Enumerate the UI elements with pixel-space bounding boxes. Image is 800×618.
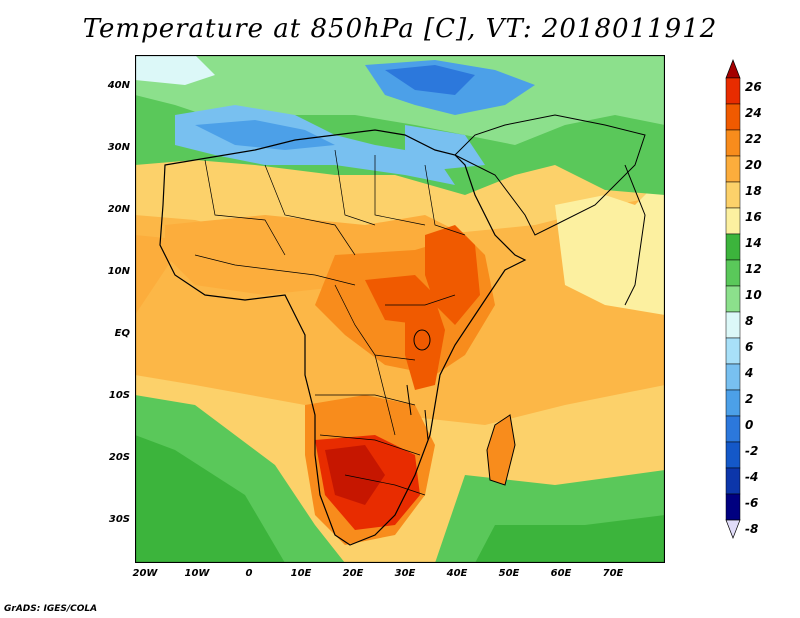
africa-coastline xyxy=(159,129,527,546)
lon-label: 70E xyxy=(602,568,624,579)
madagascar xyxy=(487,415,515,485)
lat-label: 20S xyxy=(108,452,130,463)
country-borders xyxy=(194,149,466,496)
lake-victoria xyxy=(413,329,431,351)
lat-label: EQ xyxy=(114,328,130,339)
colorbar xyxy=(725,59,741,539)
lat-label: 10S xyxy=(108,390,130,401)
lon-label: 20W xyxy=(132,568,158,579)
lon-label: 10E xyxy=(290,568,312,579)
colorbar-label: 0 xyxy=(745,418,754,432)
lon-label: 10W xyxy=(184,568,210,579)
colorbar-segment xyxy=(725,259,741,287)
mediterranean-blue-dark xyxy=(385,65,475,95)
india-coast xyxy=(624,164,646,306)
colorbar-segment xyxy=(725,311,741,339)
colorbar-label: 8 xyxy=(745,314,754,328)
south-indian-green-dark xyxy=(475,515,665,563)
lon-label: 0 xyxy=(245,568,253,579)
colorbar-segment xyxy=(725,285,741,313)
sahara-blue-dark xyxy=(195,120,335,150)
south-atlantic-green-dark xyxy=(135,435,285,563)
footer-credit: GrADS: IGES/COLA xyxy=(4,604,98,614)
map-frame xyxy=(134,54,666,564)
lon-label: 20E xyxy=(342,568,364,579)
lat-label: 30S xyxy=(108,514,130,525)
colorbar-segment xyxy=(725,467,741,495)
colorbar-bottom-arrow xyxy=(725,519,741,539)
colorbar-top-arrow xyxy=(725,59,741,79)
colorbar-label: -8 xyxy=(745,522,759,536)
colorbar-label: -2 xyxy=(745,444,759,458)
colorbar-label: 18 xyxy=(745,184,762,198)
colorbar-segment xyxy=(725,337,741,365)
lat-label: 40N xyxy=(107,80,130,91)
chart-title: Temperature at 850hPa [C], VT: 201801191… xyxy=(82,14,718,44)
lat-label: 20N xyxy=(107,204,130,215)
colorbar-label: 14 xyxy=(745,236,762,250)
colorbar-segment xyxy=(725,155,741,183)
colorbar-segment xyxy=(725,389,741,417)
madagascar-outline xyxy=(486,414,516,486)
colorbar-segment xyxy=(725,441,741,469)
ethiopia-red xyxy=(425,225,480,325)
colorbar-label: 10 xyxy=(745,288,762,302)
colorbar-label: 22 xyxy=(745,132,762,146)
colorbar-segment xyxy=(725,415,741,443)
colorbar-label: 20 xyxy=(745,158,762,172)
egypt-blue xyxy=(405,125,485,170)
colorbar-label: 6 xyxy=(745,340,754,354)
lon-label: 60E xyxy=(550,568,572,579)
colorbar-segment xyxy=(725,77,741,105)
colorbar-label: -4 xyxy=(745,470,759,484)
lake-region-red xyxy=(405,300,445,390)
colorbar-segment xyxy=(725,233,741,261)
lake-malawi xyxy=(424,409,429,441)
lon-label: 50E xyxy=(498,568,520,579)
kalahari-hot xyxy=(325,445,385,505)
colorbar-label: 24 xyxy=(745,106,762,120)
colorbar-segment xyxy=(725,363,741,391)
lon-label: 40E xyxy=(446,568,468,579)
colorbar-label: 26 xyxy=(745,80,762,94)
colorbar-segment xyxy=(725,129,741,157)
colorbar-segment xyxy=(725,103,741,131)
colorbar-label: 12 xyxy=(745,262,762,276)
colorbar-label: 2 xyxy=(745,392,754,406)
colorbar-segment xyxy=(725,181,741,209)
arabia-outline xyxy=(454,114,646,236)
lon-label: 30E xyxy=(394,568,416,579)
map-svg xyxy=(134,54,666,564)
temperature-map xyxy=(134,54,666,564)
colorbar-segment xyxy=(725,207,741,235)
arabian-sea xyxy=(555,175,665,315)
lat-label: 10N xyxy=(107,266,130,277)
lake-tanganyika xyxy=(406,384,412,416)
colorbar-label: 16 xyxy=(745,210,762,224)
colorbar-label: -6 xyxy=(745,496,759,510)
colorbar-label: 4 xyxy=(745,366,754,380)
atlantic-nw-light xyxy=(135,55,215,85)
colorbar-segment xyxy=(725,493,741,521)
lat-label: 30N xyxy=(107,142,130,153)
